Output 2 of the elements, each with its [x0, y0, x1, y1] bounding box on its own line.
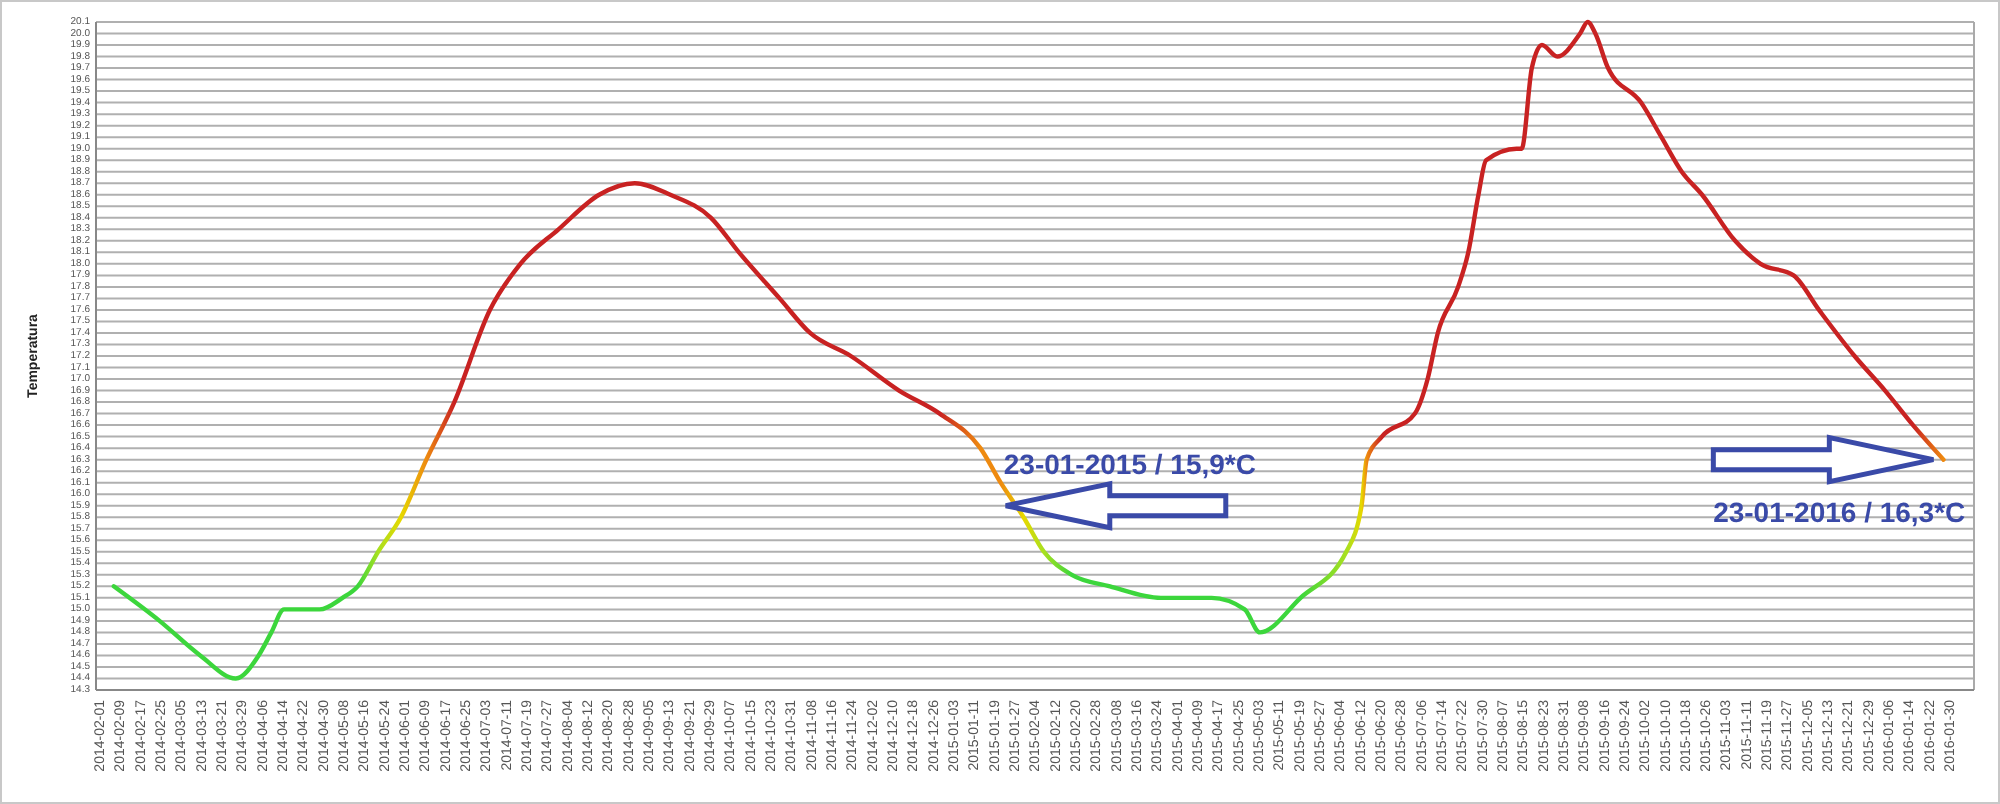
annotation: 23-01-2015 / 15,9*C: [1003, 447, 1256, 480]
annotation: 23-01-2016 / 16,3*C: [1713, 495, 1966, 528]
